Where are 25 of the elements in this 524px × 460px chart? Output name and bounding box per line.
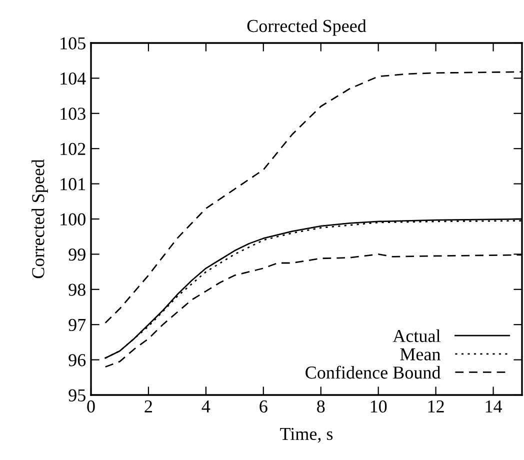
y-tick-label: 95 xyxy=(68,389,86,402)
y-tick-label: 103 xyxy=(60,108,86,120)
legend-label: Actual xyxy=(392,329,440,342)
y-tick-label: 97 xyxy=(68,318,86,332)
y-tick-label: 105 xyxy=(60,37,86,50)
y-tick-label: 98 xyxy=(68,284,86,296)
x-tick-label: 14 xyxy=(486,400,502,412)
x-tick-label: 2 xyxy=(144,400,152,412)
x-axis-title: Time, s xyxy=(280,428,333,443)
y-tick-label: 99 xyxy=(68,248,86,261)
y-tick-label: 104 xyxy=(60,72,86,85)
legend-label: Confidence Bound xyxy=(306,366,441,379)
x-tick-label: 4 xyxy=(202,400,210,412)
y-tick-label: 102 xyxy=(60,142,86,156)
y-tick-label: 100 xyxy=(60,213,86,226)
chart-title: Corrected Speed xyxy=(247,19,366,36)
x-tick-label: 0 xyxy=(87,400,95,413)
y-tick-label: 96 xyxy=(68,354,86,366)
x-tick-label: 8 xyxy=(317,400,325,413)
y-axis-title: Corrected Speed xyxy=(32,159,48,278)
y-tick-label: 101 xyxy=(60,178,86,190)
x-tick-label: 12 xyxy=(428,400,444,412)
x-tick-label: 6 xyxy=(260,400,268,413)
legend-label: Mean xyxy=(400,348,440,360)
x-tick-label: 10 xyxy=(370,400,387,413)
